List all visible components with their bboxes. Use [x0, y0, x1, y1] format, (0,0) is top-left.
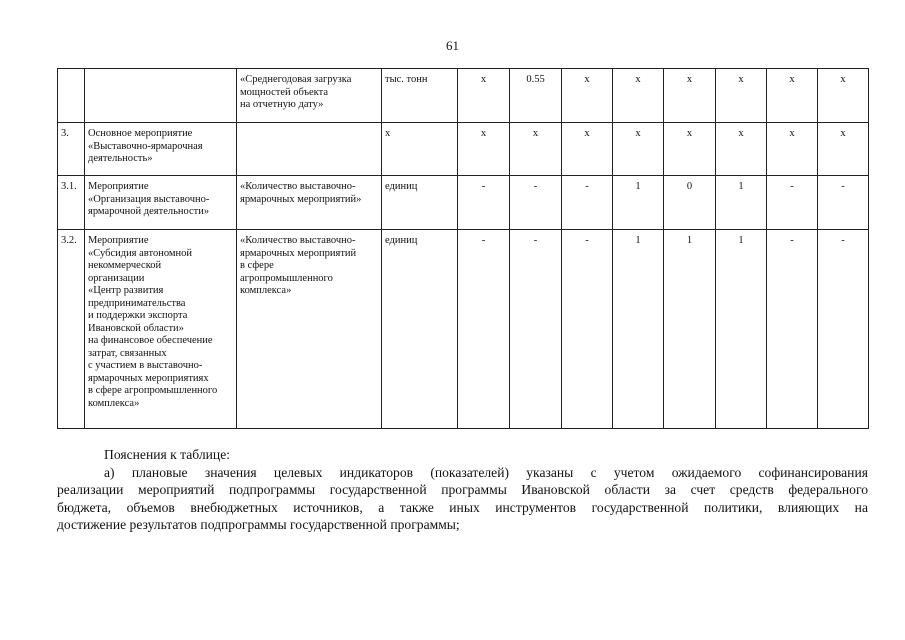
table-row: 3.2. Мероприятие «Субсидия автономной нек…: [57, 229, 869, 429]
value-cell: 1: [663, 229, 716, 429]
indicator-name-cell: «Среднегодовая загрузка мощностей объект…: [236, 68, 382, 123]
value-cell: 1: [715, 175, 767, 230]
value-cell: 1: [715, 229, 767, 429]
table-notes: Пояснения к таблице: а) плановые значени…: [57, 446, 868, 534]
value-cell: х: [509, 122, 562, 176]
row-number-cell: 3.2.: [57, 229, 85, 429]
value-cell: -: [817, 175, 869, 230]
value-cell: -: [766, 175, 818, 230]
value-cell: х: [766, 68, 818, 123]
value-cell: -: [457, 175, 510, 230]
notes-line: бюджета, объемов внебюджетных источников…: [57, 499, 868, 515]
value-cell: х: [612, 68, 664, 123]
value-cell: -: [561, 229, 613, 429]
table-row: 3. Основное мероприятие «Выставочно-ярмар…: [57, 122, 869, 176]
value-cell: -: [817, 229, 869, 429]
value-cell: х: [561, 122, 613, 176]
value-cell: х: [612, 122, 664, 176]
activity-name-cell: [84, 68, 237, 123]
value-cell: -: [509, 229, 562, 429]
value-cell: 0.55: [509, 68, 562, 123]
indicator-name-cell: [236, 122, 382, 176]
row-number-cell: 3.: [57, 122, 85, 176]
unit-cell: тыс. тонн: [381, 68, 458, 123]
table-row: 3.1. Мероприятие «Организация выставочно-…: [57, 175, 869, 230]
indicators-table: «Среднегодовая загрузка мощностей объект…: [57, 68, 869, 429]
value-cell: -: [766, 229, 818, 429]
value-cell: х: [457, 68, 510, 123]
row-number-cell: 3.1.: [57, 175, 85, 230]
unit-cell: единиц: [381, 175, 458, 230]
value-cell: 1: [612, 175, 664, 230]
value-cell: 0: [663, 175, 716, 230]
value-cell: х: [663, 122, 716, 176]
row-number-cell: [57, 68, 85, 123]
value-cell: -: [457, 229, 510, 429]
value-cell: -: [509, 175, 562, 230]
value-cell: х: [457, 122, 510, 176]
indicator-name-cell: «Количество выставочно- ярмарочных мероп…: [236, 175, 382, 230]
value-cell: х: [766, 122, 818, 176]
notes-heading: Пояснения к таблице:: [104, 447, 231, 462]
page-number: 61: [446, 38, 459, 53]
notes-line: достижение результатов подпрограммы госу…: [57, 517, 460, 532]
activity-name-cell: Основное мероприятие «Выставочно-ярмароч…: [84, 122, 237, 176]
value-cell: х: [561, 68, 613, 123]
value-cell: 1: [612, 229, 664, 429]
value-cell: х: [817, 122, 869, 176]
notes-line: реализации мероприятий подпрограммы госу…: [57, 482, 868, 497]
notes-line: а) плановые значения целевых индикаторов…: [104, 464, 868, 480]
indicator-name-cell: «Количество выставочно- ярмарочных мероп…: [236, 229, 382, 429]
value-cell: х: [715, 122, 767, 176]
table-row: «Среднегодовая загрузка мощностей объект…: [57, 68, 869, 123]
value-cell: х: [663, 68, 716, 123]
unit-cell: единиц: [381, 229, 458, 429]
activity-name-cell: Мероприятие «Организация выставочно- ярм…: [84, 175, 237, 230]
unit-cell: х: [381, 122, 458, 176]
value-cell: х: [817, 68, 869, 123]
value-cell: -: [561, 175, 613, 230]
activity-name-cell: Мероприятие «Субсидия автономной некомме…: [84, 229, 237, 429]
value-cell: х: [715, 68, 767, 123]
